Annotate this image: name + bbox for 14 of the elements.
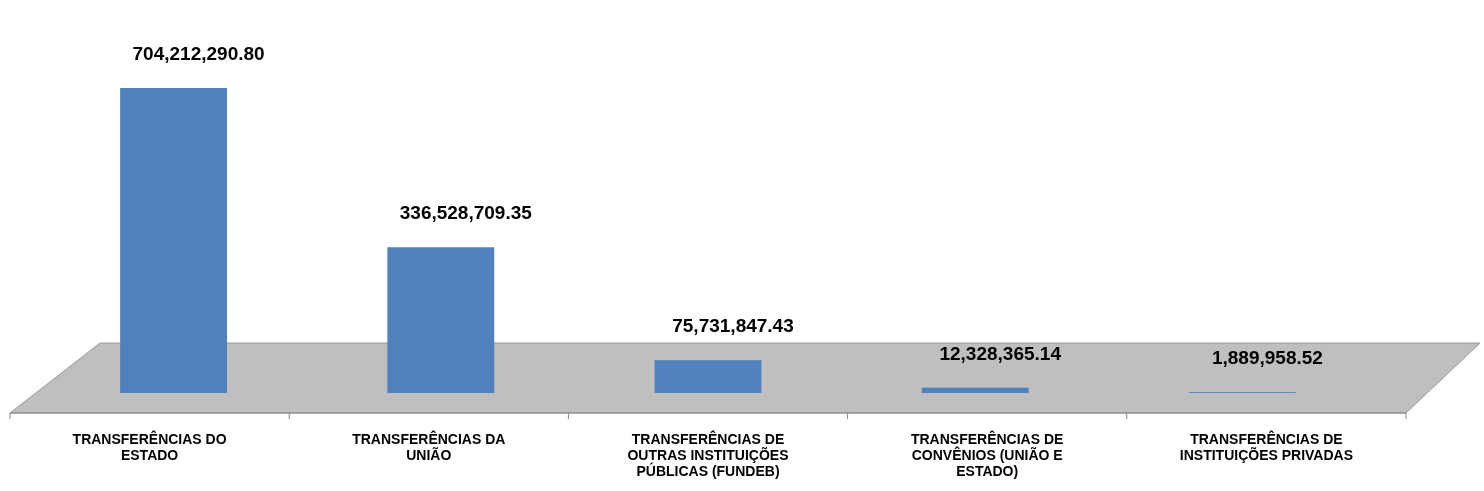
bar bbox=[120, 88, 228, 393]
data-label: 75,731,847.43 bbox=[672, 315, 794, 337]
x-tick-label: TRANSFERÊNCIAS DA UNIÃO bbox=[352, 430, 506, 463]
bar bbox=[387, 247, 495, 393]
x-tick-label: TRANSFERÊNCIAS DO ESTADO bbox=[72, 430, 227, 463]
x-tick-label: TRANSFERÊNCIAS DE CONVÊNIOS (UNIÃO E ESTADO) bbox=[910, 430, 1064, 479]
x-tick-label: TRANSFERÊNCIAS DE OUTRAS INSTITUIÇÕES PÚBLICAS (FUNDEB) bbox=[627, 430, 789, 479]
x-tick-label: TRANSFERÊNCIAS DE INSTITUIÇÕES PRIVADAS bbox=[1179, 430, 1353, 463]
data-label: 1,889,958.52 bbox=[1211, 347, 1323, 369]
data-label: 12,328,365.14 bbox=[939, 342, 1062, 364]
data-label: 704,212,290.80 bbox=[132, 43, 265, 64]
bar bbox=[654, 360, 762, 393]
data-label: 336,528,709.35 bbox=[399, 202, 533, 224]
bar bbox=[921, 387, 1029, 393]
